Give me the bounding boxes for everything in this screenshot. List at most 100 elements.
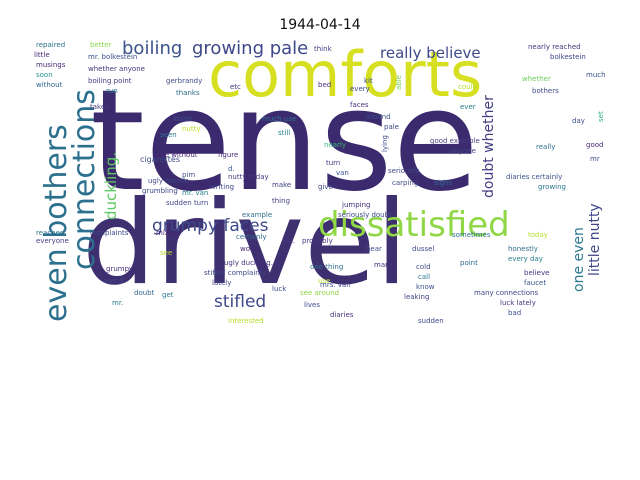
- word-van-d: van d.: [104, 277, 126, 285]
- word-toilet: toilet: [174, 115, 192, 123]
- word-bed: bed: [318, 81, 332, 89]
- word-little: little: [34, 51, 50, 59]
- word-day: day: [572, 117, 585, 125]
- word-mrs-van: mrs. van: [320, 281, 351, 289]
- word-without: without: [36, 81, 63, 89]
- word-probably: probably: [302, 237, 333, 245]
- word-sighs: sighs: [434, 179, 453, 187]
- word-know: know: [416, 283, 435, 291]
- word-nutty: nutty: [182, 125, 201, 133]
- word-carping: carping: [392, 179, 419, 187]
- word-figure: figure: [218, 151, 239, 159]
- word-run: run: [106, 87, 118, 95]
- word-boiling-point: boiling point: [88, 77, 132, 85]
- word-set: set: [597, 111, 605, 122]
- word-musings: musings: [36, 61, 66, 69]
- word-get: get: [162, 291, 174, 299]
- word-growing-pale: growing pale: [192, 38, 309, 59]
- word-luck-lately: luck lately: [500, 299, 536, 307]
- word-tense: tense: [90, 60, 479, 223]
- word-much: much: [586, 71, 606, 79]
- word-little-nutty: little nutty: [587, 203, 603, 276]
- word-faces: faces: [350, 101, 369, 109]
- word-writing: writing: [210, 183, 235, 191]
- word-today: today: [528, 231, 548, 239]
- word-nearly-reached: nearly reached: [528, 43, 581, 51]
- word-gerbrandy: gerbrandy: [166, 77, 203, 85]
- word-see: see: [160, 249, 173, 257]
- word-dussel: dussel: [412, 245, 435, 253]
- word-leaking: leaking: [404, 293, 430, 301]
- word-everyone: everyone: [36, 237, 69, 245]
- word-certainly: certainly: [236, 233, 267, 241]
- word-sudden-turn: sudden turn: [166, 199, 209, 207]
- word-one-even: one even: [571, 227, 587, 292]
- word-use: use: [318, 277, 331, 285]
- word-bad: bad: [508, 309, 522, 317]
- word-grumbling: grumbling: [142, 187, 178, 195]
- word-lately: lately: [212, 279, 232, 287]
- word-worse: worse: [240, 245, 261, 253]
- word-repaired: repaired: [36, 41, 66, 49]
- word-around: around: [366, 113, 391, 121]
- word-mr: mr: [590, 155, 600, 163]
- word-give: give: [318, 183, 333, 191]
- word-cold: cold: [416, 263, 431, 271]
- word-stifled: stifled: [214, 292, 267, 312]
- word-better: better: [90, 41, 112, 49]
- word-pale-without: pale without: [154, 151, 198, 159]
- word-nearly: nearly: [324, 141, 346, 149]
- word-stifled-complaints: stifled complaints: [204, 269, 267, 277]
- word-bolkestein: bolkestein: [550, 53, 586, 61]
- word-much-use: much use: [262, 115, 297, 123]
- word-ugly-duckling: ugly duckling.: [224, 259, 273, 267]
- word-nutty-today: nutty today: [228, 173, 269, 181]
- word-lying: lying: [381, 135, 389, 152]
- word-ever: ever: [460, 103, 476, 111]
- word-drivel: drivel: [82, 176, 408, 311]
- word-believe: believe: [524, 269, 550, 277]
- word-many-connections: many connections: [474, 289, 539, 297]
- word-diaries-certainly: diaries certainly: [506, 173, 563, 181]
- word-turn: turn: [326, 159, 341, 167]
- word-call: call: [418, 273, 431, 281]
- word-seen: seen: [160, 131, 177, 139]
- word-cloud: tense drivel comforts dissatisfied conne…: [32, 38, 608, 330]
- word-comforts: comforts: [208, 38, 483, 111]
- word-mixed: mixed: [156, 229, 178, 237]
- word-soon: soon: [36, 71, 53, 79]
- word-dissatisfied: dissatisfied: [318, 205, 510, 245]
- word-growing: growing: [538, 183, 566, 191]
- figure-title: 1944-04-14: [279, 17, 361, 33]
- word-sudden: sudden: [418, 317, 444, 325]
- word-seriously-doubt: seriously doubt: [338, 211, 392, 219]
- word-whether-anyone: whether anyone: [88, 65, 145, 73]
- word-luck: luck: [272, 285, 287, 293]
- word-etc: etc: [230, 83, 241, 91]
- word-van: van: [336, 169, 349, 177]
- word-interested: interested: [228, 317, 264, 325]
- word-cigarettes: cigarettes: [140, 155, 180, 164]
- word-doubt: doubt: [134, 289, 155, 297]
- word-grumpy: grumpy: [106, 265, 134, 273]
- word-complaints: complaints: [90, 229, 129, 237]
- word-kit: kit: [364, 77, 373, 85]
- word-able: able: [395, 75, 403, 90]
- word-sometimes: sometimes: [452, 231, 491, 239]
- word-etc-dot: etc.: [282, 237, 296, 245]
- word-seriously: seriously: [388, 167, 420, 175]
- word-jumping: jumping: [342, 201, 371, 209]
- word-many: many: [374, 261, 394, 269]
- word-thing: thing: [272, 197, 291, 205]
- word-every-day: every day: [508, 255, 543, 263]
- word-d: d.: [228, 165, 235, 173]
- word-taken: taken: [90, 103, 110, 111]
- word-whether: whether: [522, 75, 551, 83]
- word-good-example: good example: [430, 137, 480, 145]
- word-see-around: see around: [300, 289, 340, 297]
- word-hear: hear: [366, 245, 382, 253]
- word-even-bothers: even bothers: [39, 124, 74, 322]
- word-good: good: [586, 141, 604, 149]
- word-really: really: [536, 143, 556, 151]
- word-faucet: faucet: [524, 279, 547, 287]
